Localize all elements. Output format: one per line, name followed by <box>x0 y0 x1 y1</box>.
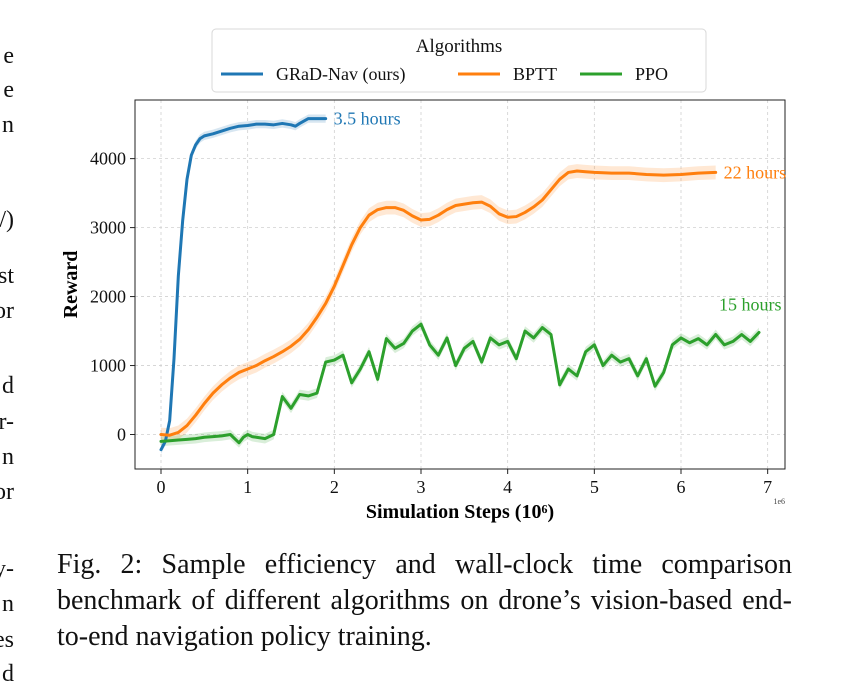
series-line <box>159 117 328 452</box>
y-tick-label: 4000 <box>90 149 126 169</box>
x-tick-label: 0 <box>157 477 166 497</box>
x-multiplier-label: 1e6 <box>773 497 785 506</box>
x-tick-label: 7 <box>763 477 772 497</box>
y-tick-label: 2000 <box>90 287 126 307</box>
figure-caption: Fig. 2: Sample efficiency and wall-clock… <box>57 549 792 652</box>
x-tick-label: 6 <box>677 477 686 497</box>
x-tick-label: 5 <box>590 477 599 497</box>
left-fragment: st <box>0 263 14 289</box>
grid <box>135 100 785 469</box>
legend: Algorithms GRaD-Nav (ours) BPTT PPO <box>211 28 707 93</box>
y-tick-label: 1000 <box>90 356 126 376</box>
series-line <box>159 169 718 437</box>
left-fragment: e <box>3 43 14 69</box>
left-fragment: es <box>0 627 14 653</box>
left-fragment: or <box>0 298 14 324</box>
confidence-band <box>161 164 716 443</box>
y-tick-label: 0 <box>117 425 126 445</box>
series-end-label: 22 hours <box>724 162 787 182</box>
left-fragment: d <box>2 373 14 399</box>
legend-title: Algorithms <box>416 36 503 57</box>
end-labels: 3.5 hours 22 hours 15 hours <box>334 109 787 315</box>
y-ticks: 0 1000 2000 3000 4000 <box>90 149 135 445</box>
confidence-band <box>161 114 326 454</box>
confidence-band <box>161 319 759 448</box>
legend-entry: PPO <box>635 64 668 84</box>
series-lines <box>159 117 761 452</box>
x-tick-label: 3 <box>417 477 426 497</box>
left-fragment: n <box>2 591 14 617</box>
bands <box>161 114 759 454</box>
x-tick-label: 2 <box>330 477 339 497</box>
plot-frame <box>134 99 786 470</box>
legend-entry: BPTT <box>513 64 557 84</box>
left-fragment: n <box>2 112 14 138</box>
left-fragment: /) <box>0 207 14 233</box>
left-fragment: e <box>3 77 14 103</box>
legend-box <box>211 28 707 93</box>
reward-chart: 0 1 2 3 4 5 6 7 0 1000 2000 3000 4000 3.5 hours 22 h… <box>60 28 787 523</box>
x-axis-label: Simulation Steps (10⁶) <box>366 501 554 523</box>
y-axis-label: Reward <box>60 251 82 319</box>
left-fragment: y- <box>0 556 14 582</box>
series-end-label: 3.5 hours <box>334 109 401 129</box>
y-tick-label: 3000 <box>90 218 126 238</box>
left-fragment: n <box>2 444 14 470</box>
series-line <box>159 322 761 445</box>
x-tick-label: 4 <box>503 477 512 497</box>
left-fragment: or <box>0 479 14 505</box>
x-tick-label: 1 <box>243 477 252 497</box>
series-end-label: 15 hours <box>719 294 782 314</box>
legend-entry: GRaD-Nav (ours) <box>276 64 405 85</box>
x-ticks: 0 1 2 3 4 5 6 7 <box>157 469 772 497</box>
left-fragment: r- <box>0 409 14 435</box>
left-fragment: d <box>2 661 14 682</box>
